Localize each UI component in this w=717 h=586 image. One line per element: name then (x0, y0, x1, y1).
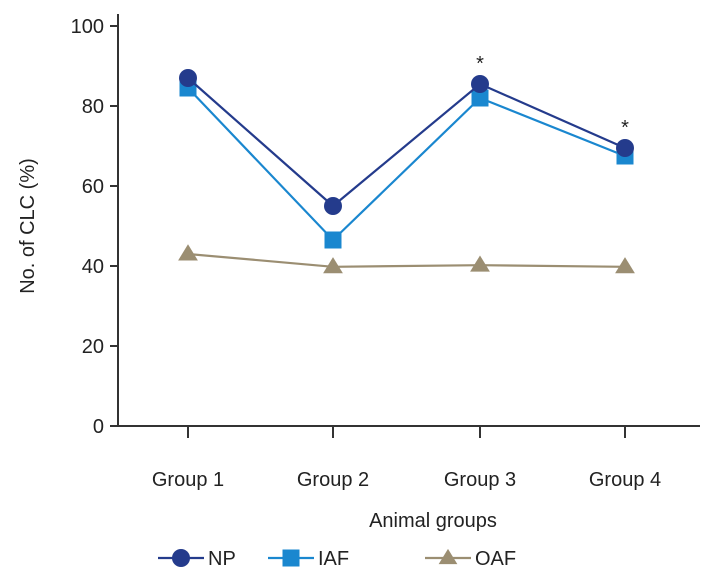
x-axis: Group 1 Group 2 Group 3 Group 4 (118, 425, 700, 491)
series-line (187, 252, 626, 268)
y-tick-label: 40 (82, 256, 104, 278)
data-point (324, 231, 342, 249)
legend-label: NP (208, 548, 236, 570)
legend-marker (282, 549, 300, 567)
data-point (179, 69, 197, 87)
legend-marker (438, 548, 458, 565)
data-point (471, 89, 489, 107)
series-layer (178, 69, 635, 274)
data-point (471, 75, 489, 93)
legend-label: IAF (318, 548, 349, 570)
y-tick-label: 0 (93, 416, 104, 438)
x-tick-label: Group 4 (589, 469, 661, 491)
data-point (178, 244, 198, 261)
legend-item-np: NP (158, 548, 236, 570)
series-line (187, 87, 626, 242)
x-tick-label: Group 3 (444, 469, 516, 491)
y-axis-title: No. of CLC (%) (17, 158, 39, 294)
data-point (615, 257, 635, 274)
legend-label: OAF (475, 548, 516, 570)
y-tick-label: 60 (82, 176, 104, 198)
annotations: ** (476, 53, 629, 139)
significance-asterisk: * (621, 117, 629, 139)
data-point (323, 257, 343, 274)
data-point (470, 255, 490, 272)
legend-marker (172, 549, 190, 567)
series-np (179, 69, 634, 215)
y-axis: 0 20 40 60 80 100 (71, 14, 119, 438)
x-axis-title: Animal groups (369, 510, 497, 532)
legend-item-oaf: OAF (425, 548, 516, 570)
y-tick-label: 100 (71, 16, 104, 38)
y-tick-label: 80 (82, 96, 104, 118)
legend: NP IAF OAF (158, 548, 516, 570)
data-point (616, 139, 634, 157)
data-point (324, 197, 342, 215)
x-tick-label: Group 2 (297, 469, 369, 491)
legend-item-iaf: IAF (268, 548, 349, 570)
series-iaf (179, 79, 634, 249)
series-line (187, 77, 626, 208)
significance-asterisk: * (476, 53, 484, 75)
series-oaf (178, 244, 635, 274)
y-tick-label: 20 (82, 336, 104, 358)
x-tick-label: Group 1 (152, 469, 224, 491)
